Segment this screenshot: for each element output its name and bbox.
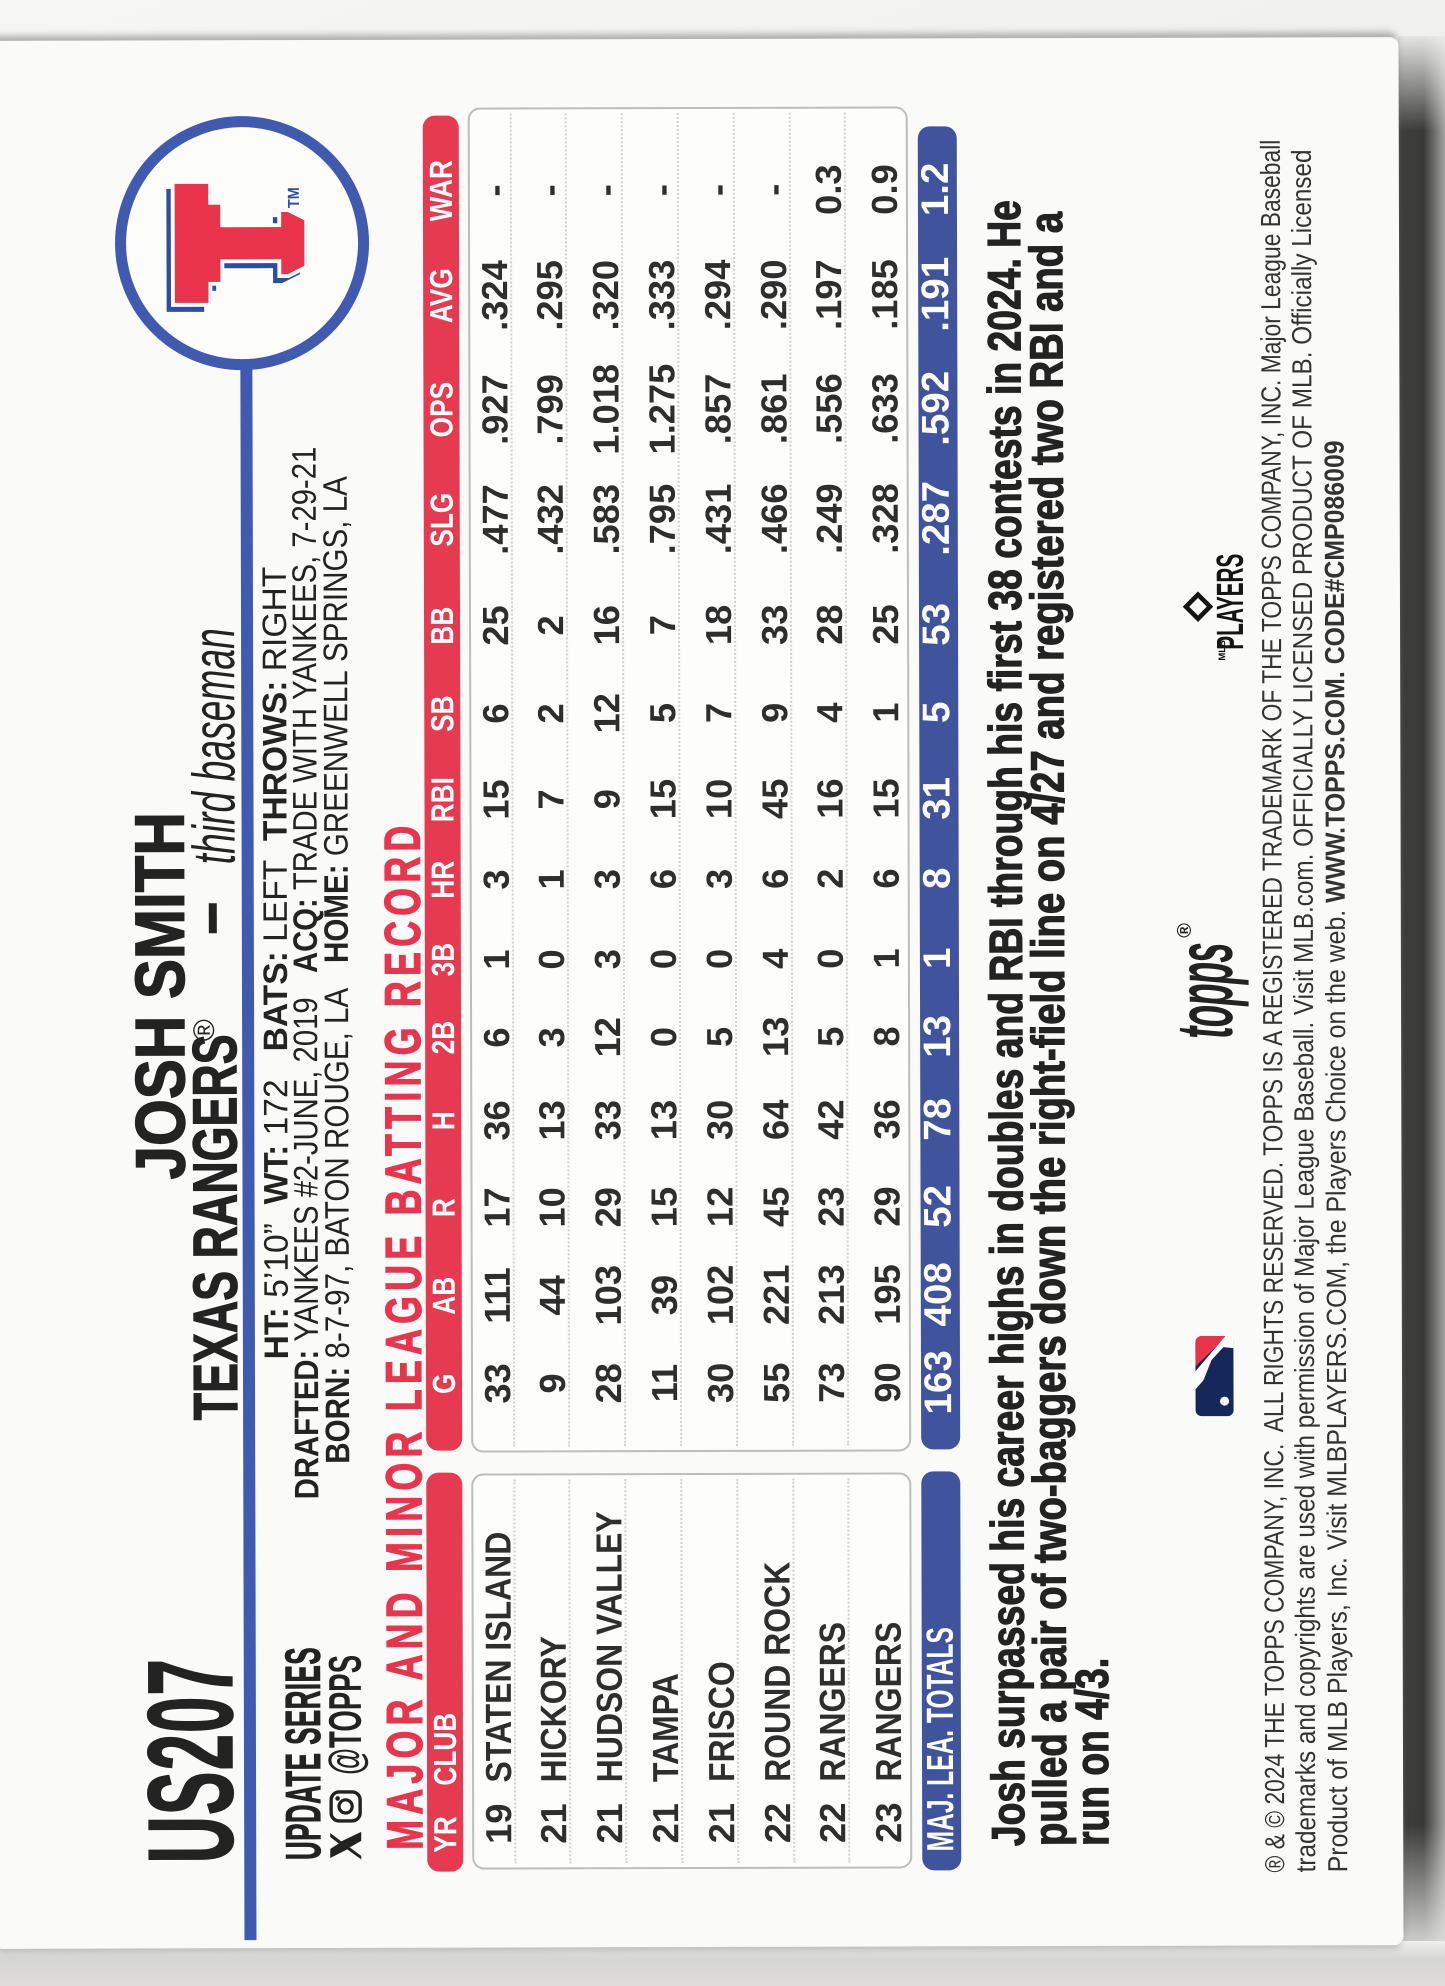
svg-text:PLAYERS: PLAYERS <box>1209 554 1246 650</box>
svg-text:MLB: MLB <box>1217 640 1228 661</box>
